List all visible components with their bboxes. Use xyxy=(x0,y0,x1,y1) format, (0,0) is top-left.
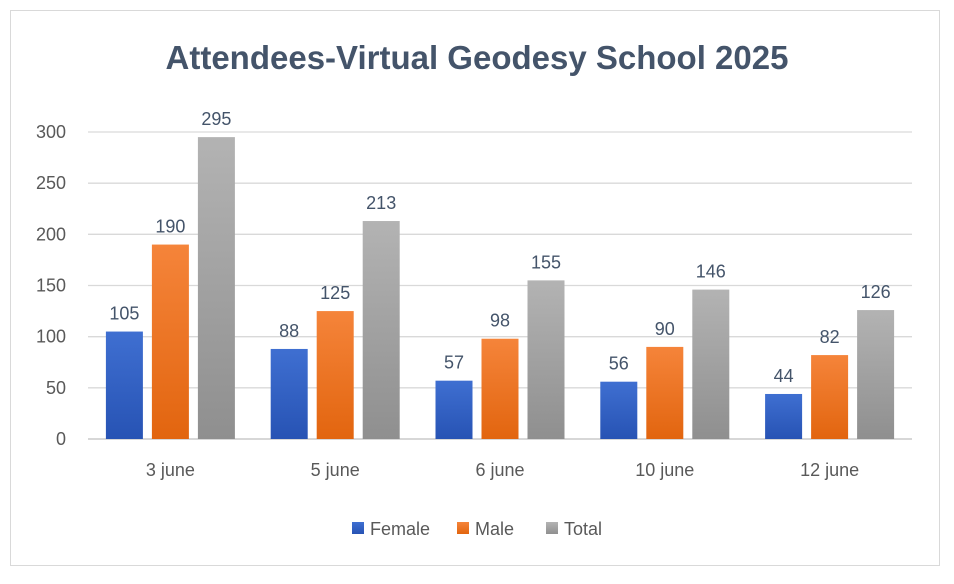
x-category-label: 5 june xyxy=(311,460,360,480)
bars xyxy=(105,137,895,439)
y-tick-label: 100 xyxy=(36,327,66,347)
bar-total xyxy=(197,137,235,439)
bar-male xyxy=(151,244,189,439)
data-label: 90 xyxy=(655,319,675,339)
legend-label-total: Total xyxy=(564,519,602,539)
data-label: 295 xyxy=(201,109,231,129)
bar-female xyxy=(765,393,803,439)
chart-title: Attendees-Virtual Geodesy School 2025 xyxy=(166,39,789,76)
data-label: 126 xyxy=(861,282,891,302)
bar-total xyxy=(857,310,895,439)
data-label: 146 xyxy=(696,262,726,282)
bar-total xyxy=(362,221,400,439)
bar-male xyxy=(316,311,354,439)
legend-swatch-male xyxy=(457,522,469,534)
data-label: 82 xyxy=(820,327,840,347)
y-tick-label: 250 xyxy=(36,173,66,193)
bar-female xyxy=(600,381,638,439)
x-category-label: 3 june xyxy=(146,460,195,480)
legend: Female Male Total xyxy=(352,519,602,539)
data-label: 155 xyxy=(531,252,561,272)
data-labels: 105 190 295 88 125 213 57 98 155 56 90 146 44 82 126 xyxy=(109,109,890,386)
data-label: 190 xyxy=(155,217,185,237)
y-tick-label: 300 xyxy=(36,122,66,142)
y-tick-label: 200 xyxy=(36,224,66,244)
bar-total xyxy=(692,289,730,439)
y-axis-ticks: 0 50 100 150 200 250 300 xyxy=(36,122,66,449)
y-tick-label: 150 xyxy=(36,276,66,296)
bar-total xyxy=(527,280,565,439)
data-label: 98 xyxy=(490,311,510,331)
data-label: 56 xyxy=(609,354,629,374)
bar-female xyxy=(270,348,308,439)
bar-female xyxy=(105,331,143,439)
data-label: 105 xyxy=(109,304,139,324)
legend-swatch-female xyxy=(352,522,364,534)
y-tick-label: 0 xyxy=(56,429,66,449)
y-tick-label: 50 xyxy=(46,378,66,398)
legend-label-female: Female xyxy=(370,519,430,539)
legend-swatch-total xyxy=(546,522,558,534)
data-label: 125 xyxy=(320,283,350,303)
bar-male xyxy=(481,338,519,439)
bar-male xyxy=(646,346,684,439)
legend-label-male: Male xyxy=(475,519,514,539)
data-label: 57 xyxy=(444,353,464,373)
bar-female xyxy=(435,380,473,439)
x-category-label: 12 june xyxy=(800,460,859,480)
x-axis-categories: 3 june 5 june 6 june 10 june 12 june xyxy=(146,460,859,480)
data-label: 88 xyxy=(279,321,299,341)
bar-male xyxy=(811,355,849,439)
x-category-label: 10 june xyxy=(635,460,694,480)
data-label: 44 xyxy=(774,366,794,386)
x-category-label: 6 june xyxy=(475,460,524,480)
data-label: 213 xyxy=(366,193,396,213)
